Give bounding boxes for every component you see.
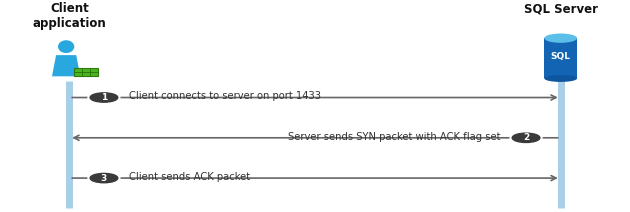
Circle shape <box>90 93 118 102</box>
Text: Client
application: Client application <box>32 2 106 30</box>
Polygon shape <box>52 55 81 76</box>
Text: 2: 2 <box>523 133 529 142</box>
Ellipse shape <box>544 75 577 82</box>
FancyBboxPatch shape <box>74 68 98 76</box>
Circle shape <box>90 173 118 183</box>
Text: 3: 3 <box>101 174 107 183</box>
Circle shape <box>88 92 120 103</box>
Text: Client sends ACK packet: Client sends ACK packet <box>129 172 250 182</box>
Circle shape <box>510 132 542 143</box>
Circle shape <box>88 173 120 183</box>
Text: SQL: SQL <box>551 52 571 61</box>
Circle shape <box>512 133 540 142</box>
Text: Server sends SYN packet with ACK flag set: Server sends SYN packet with ACK flag se… <box>289 132 501 142</box>
Ellipse shape <box>544 33 577 43</box>
Text: SQL Server: SQL Server <box>524 2 598 15</box>
Text: Client connects to server on port 1433: Client connects to server on port 1433 <box>129 91 321 102</box>
FancyBboxPatch shape <box>544 38 577 78</box>
Ellipse shape <box>58 40 74 53</box>
Text: 1: 1 <box>101 93 107 102</box>
